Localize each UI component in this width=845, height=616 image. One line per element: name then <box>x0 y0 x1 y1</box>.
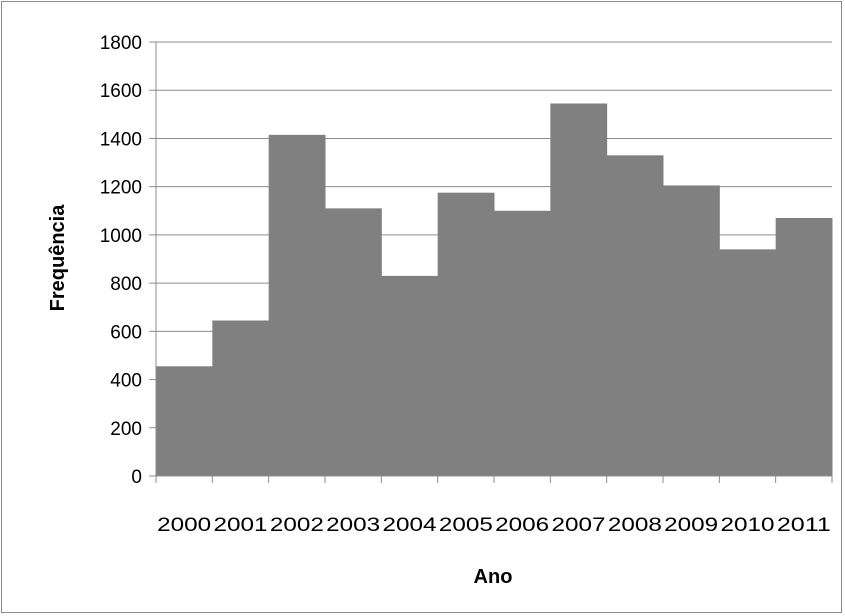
y-axis-title: Frequência <box>47 204 69 312</box>
y-tick-label: 400 <box>110 371 142 392</box>
y-tick-label: 0 <box>131 467 142 488</box>
x-tick-label: 2003 <box>326 515 380 536</box>
bar <box>550 103 608 476</box>
bar <box>381 275 439 476</box>
y-tick-label: 200 <box>110 419 142 440</box>
bar <box>606 155 664 477</box>
bar <box>268 134 326 477</box>
y-tick-labels: 0 200 400 600 800 1000 1200 1400 1600 1800 <box>100 33 142 488</box>
bar <box>494 210 551 476</box>
y-tick-label: 800 <box>110 274 142 295</box>
x-tick-labels: 2000 2001 2002 2003 2004 2005 2006 2007 2008 2009… <box>157 515 831 536</box>
x-tick-label: 2001 <box>214 515 268 536</box>
x-axis-title: Ano <box>474 566 513 588</box>
x-tick-label: 2010 <box>721 515 775 536</box>
y-tick-label: 600 <box>110 322 142 343</box>
x-tick-label: 2009 <box>664 515 718 536</box>
x-tick-label: 2000 <box>157 515 211 536</box>
bar <box>437 192 495 476</box>
y-tick-label: 1400 <box>100 129 142 150</box>
bar <box>156 366 213 476</box>
x-tick-label: 2004 <box>383 515 438 536</box>
bar <box>212 320 270 476</box>
axes <box>149 41 833 483</box>
bar <box>719 249 777 476</box>
x-tick-label: 2011 <box>777 515 831 536</box>
x-tick-label: 2006 <box>495 515 549 536</box>
y-tick-label: 1000 <box>100 226 142 247</box>
x-tick-label: 2007 <box>552 515 606 536</box>
x-tick-label: 2002 <box>270 515 324 536</box>
bars <box>156 103 833 477</box>
y-tick-label: 1600 <box>100 81 142 102</box>
x-tick-label: 2008 <box>608 515 662 536</box>
x-tick-label: 2005 <box>439 515 493 536</box>
y-tick-label: 1800 <box>100 33 142 54</box>
bar <box>775 218 833 476</box>
bar <box>663 185 720 476</box>
y-tick-label: 1200 <box>100 178 142 199</box>
bar <box>325 208 382 476</box>
